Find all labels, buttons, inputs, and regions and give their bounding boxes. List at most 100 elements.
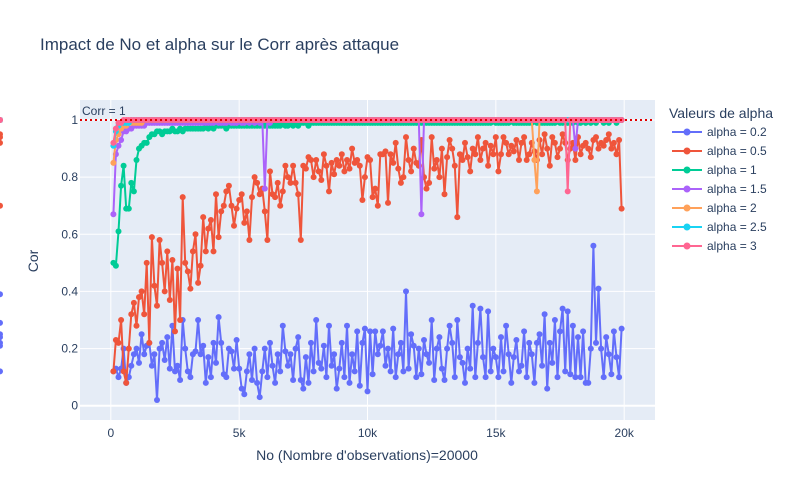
legend-item[interactable]: alpha = 1	[672, 163, 757, 177]
data-point	[554, 374, 561, 381]
legend-label: alpha = 0.5	[707, 144, 767, 158]
data-point	[118, 317, 125, 323]
data-point	[182, 345, 189, 352]
data-point	[598, 345, 605, 352]
data-point	[179, 194, 186, 201]
data-point	[449, 145, 456, 152]
data-point	[564, 188, 571, 195]
legend-item[interactable]: alpha = 2	[672, 201, 757, 215]
data-point	[200, 342, 207, 349]
data-point	[302, 165, 309, 172]
data-point	[236, 197, 243, 203]
series-alpha-0-5	[0, 131, 625, 386]
data-point	[233, 337, 240, 343]
series-alpha-0-2	[0, 242, 625, 403]
data-point	[482, 374, 489, 381]
data-point	[210, 248, 217, 255]
data-point	[533, 339, 540, 346]
data-point	[326, 188, 332, 195]
legend-item[interactable]: alpha = 0.5	[672, 144, 767, 158]
data-point	[274, 179, 281, 186]
data-point	[559, 131, 566, 138]
data-point	[351, 368, 358, 375]
data-point	[143, 139, 150, 146]
data-point	[582, 139, 589, 146]
data-point	[269, 362, 276, 369]
legend-item[interactable]: alpha = 1.5	[672, 182, 767, 196]
data-point	[459, 359, 466, 366]
data-point	[487, 142, 494, 149]
data-point	[456, 354, 463, 361]
data-point	[141, 311, 148, 318]
data-point	[202, 248, 209, 255]
data-point	[328, 159, 335, 166]
legend-item[interactable]: alpha = 2.5	[672, 220, 767, 234]
data-point	[143, 259, 150, 266]
data-point	[369, 371, 376, 378]
data-point	[474, 339, 481, 346]
data-point	[336, 365, 343, 372]
data-point	[292, 345, 299, 352]
data-point	[513, 137, 520, 143]
data-point	[482, 139, 489, 146]
data-point	[405, 157, 412, 163]
data-point	[546, 339, 553, 346]
data-point	[300, 385, 307, 392]
legend-item[interactable]: alpha = 0.2	[672, 125, 767, 139]
data-point	[166, 365, 173, 372]
data-point	[187, 374, 194, 381]
data-point	[523, 374, 530, 381]
data-point	[159, 339, 166, 346]
data-point	[605, 351, 612, 358]
data-point	[385, 199, 391, 206]
data-point	[338, 151, 345, 158]
data-point	[313, 317, 320, 323]
data-point	[259, 368, 266, 375]
legend-item[interactable]: alpha = 3	[672, 239, 757, 253]
data-point	[249, 194, 255, 201]
data-point	[172, 328, 178, 335]
data-point	[485, 308, 492, 315]
x-tick-label: 0	[107, 426, 114, 440]
data-point	[315, 359, 322, 366]
data-point	[392, 139, 399, 146]
data-point	[133, 157, 140, 163]
data-point	[169, 257, 176, 263]
data-point	[205, 354, 212, 361]
data-point	[354, 328, 361, 335]
data-point	[354, 157, 361, 163]
data-point	[225, 182, 232, 189]
data-point	[344, 157, 350, 163]
data-point	[415, 345, 422, 352]
data-point	[0, 342, 3, 349]
data-point	[539, 362, 546, 369]
data-point	[564, 308, 571, 315]
data-point	[128, 179, 135, 186]
data-point	[559, 305, 566, 312]
data-point	[164, 248, 171, 255]
data-point	[523, 157, 530, 163]
data-point	[426, 179, 433, 186]
data-point	[549, 134, 556, 141]
data-point	[272, 194, 279, 201]
data-point	[110, 368, 117, 375]
data-point	[141, 351, 148, 358]
data-point	[115, 142, 122, 149]
data-point	[215, 314, 222, 321]
data-point	[403, 134, 409, 141]
data-point	[467, 168, 474, 175]
data-point	[128, 362, 135, 369]
data-point	[184, 268, 191, 275]
data-point	[480, 354, 486, 361]
data-point	[374, 351, 381, 358]
legend-marker	[683, 128, 691, 136]
data-point	[528, 351, 535, 358]
data-point	[521, 134, 528, 141]
data-point	[172, 368, 178, 375]
data-point	[593, 134, 599, 141]
data-point	[593, 339, 599, 346]
data-point	[490, 151, 497, 158]
data-point	[184, 368, 191, 375]
y-tick-label: 0.6	[61, 227, 78, 241]
data-point	[336, 162, 343, 169]
